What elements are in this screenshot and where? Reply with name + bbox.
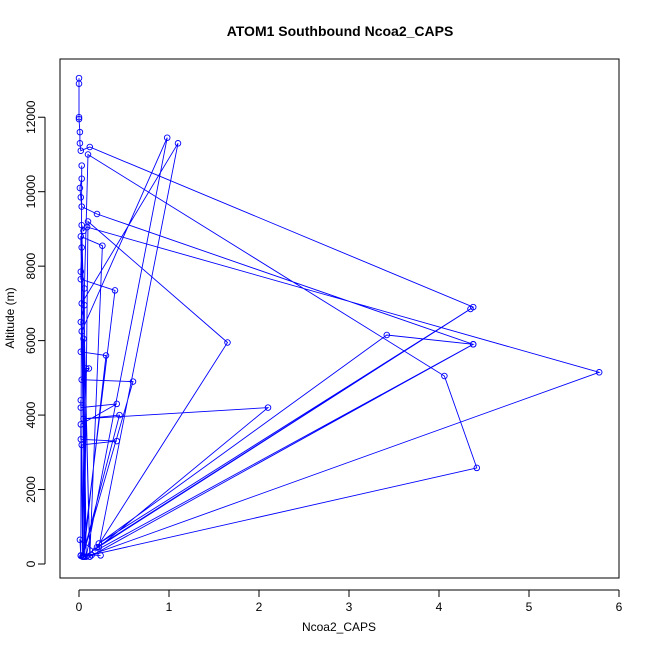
data-point (82, 365, 90, 372)
data-point (77, 275, 85, 283)
data-point (80, 415, 87, 423)
data-point (78, 175, 85, 182)
data-point (77, 348, 85, 356)
y-tick-label: 6000 (24, 327, 38, 354)
data-point (77, 404, 85, 411)
data-point (95, 543, 103, 551)
chart-title: ATOM1 Southbound Ncoa2_CAPS (227, 23, 454, 39)
data-point (78, 203, 85, 210)
data-point (80, 335, 87, 343)
y-tick-label: 12000 (24, 100, 38, 134)
data-point (264, 404, 272, 411)
data-point (85, 365, 93, 372)
data-point (595, 369, 603, 376)
data-point (77, 396, 85, 404)
x-tick-label: 3 (346, 600, 353, 614)
data-point (77, 194, 85, 201)
x-tick-label: 2 (256, 600, 263, 614)
data-point (81, 553, 88, 560)
data-point (113, 400, 121, 408)
series-layer (75, 74, 603, 560)
data-point (383, 331, 391, 339)
data-point (473, 464, 481, 472)
data-point (76, 184, 84, 192)
data-point (469, 341, 477, 348)
data-point (77, 233, 85, 240)
data-point (75, 115, 83, 123)
data-point (467, 305, 474, 313)
data-point (77, 147, 85, 154)
data-point (75, 113, 83, 121)
data-point (77, 552, 85, 560)
y-tick-label: 4000 (24, 401, 38, 428)
data-point (91, 547, 99, 555)
data-point (78, 162, 85, 169)
data-point (78, 376, 85, 383)
y-tick-label: 10000 (24, 175, 38, 209)
x-tick-label: 6 (616, 600, 623, 614)
data-point (78, 441, 85, 449)
data-point (174, 140, 182, 147)
data-point (78, 244, 85, 251)
data-point (76, 128, 84, 136)
x-axis-label: Ncoa2_CAPS (302, 620, 376, 634)
y-tick-label: 8000 (24, 252, 38, 279)
data-point (99, 242, 106, 249)
data-point (102, 352, 110, 359)
data-point (441, 372, 448, 380)
data-point (84, 218, 92, 225)
data-point (111, 287, 119, 294)
x-tick-label: 4 (436, 600, 443, 614)
data-point (78, 300, 85, 307)
data-point (77, 268, 85, 275)
x-tick-label: 5 (526, 600, 533, 614)
data-point (113, 437, 121, 445)
data-point (80, 227, 87, 235)
series-line (78, 78, 601, 558)
data-point (95, 540, 103, 547)
axes: 0 1 2 3 4 5 6 0 2000 4000 6000 8000 10000 12000 (24, 100, 623, 614)
data-point (88, 551, 95, 559)
data-point (97, 552, 104, 559)
y-tick-label: 2000 (24, 476, 38, 503)
data-point (81, 285, 88, 292)
y-axis-label: Altitude (m) (3, 287, 17, 348)
data-point (76, 536, 84, 544)
data-point (224, 339, 231, 346)
data-point (77, 421, 85, 428)
y-tick-label: 0 (24, 560, 38, 567)
data-point (93, 543, 101, 551)
data-point (84, 151, 92, 158)
x-tick-label: 1 (166, 600, 173, 614)
data-point (75, 80, 83, 87)
x-tick-label: 0 (76, 600, 83, 614)
plot-frame (59, 58, 620, 579)
data-point (116, 411, 123, 419)
data-point (76, 140, 84, 147)
data-point (163, 134, 171, 141)
data-point (77, 318, 85, 326)
data-point (129, 378, 137, 385)
data-point (78, 328, 85, 335)
data-point (93, 210, 101, 218)
data-point (86, 143, 94, 151)
